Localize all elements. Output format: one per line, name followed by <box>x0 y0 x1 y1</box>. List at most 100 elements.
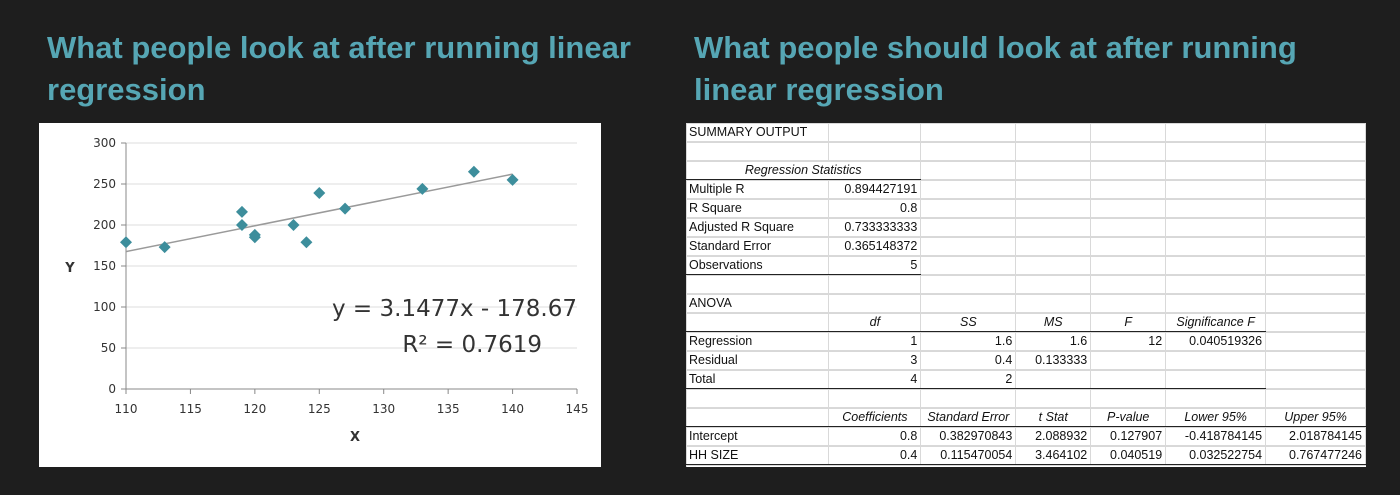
empty-cell <box>1165 179 1267 199</box>
chart-axes: 0 50 100 150 200 250 300 110 115 120 125 130 135 140 1… <box>93 136 588 416</box>
empty-cell <box>1165 198 1267 218</box>
empty-cell <box>1090 236 1167 256</box>
coef-header: Coefficients <box>828 407 922 427</box>
data-point <box>506 173 519 186</box>
anova-ms: 1.6 <box>1015 331 1092 351</box>
empty-cell <box>1015 388 1092 408</box>
x-tick-label: 135 <box>437 402 460 416</box>
stat-value: 0.365148372 <box>828 236 922 256</box>
data-points <box>120 165 519 254</box>
data-point <box>287 219 300 231</box>
coef-header: Standard Error <box>920 407 1017 427</box>
empty-cell <box>1265 141 1366 161</box>
empty-cell <box>920 274 1017 294</box>
data-point <box>235 219 248 231</box>
data-point <box>235 205 248 218</box>
coef-value: 0.040519 <box>1090 445 1167 465</box>
empty-cell <box>1265 331 1366 351</box>
coef-value: 0.127907 <box>1090 426 1167 446</box>
coef-header: Lower 95% <box>1165 407 1267 427</box>
empty-cell <box>1090 217 1167 237</box>
trendline <box>125 173 513 253</box>
blank-row <box>686 141 1366 161</box>
coef-value: 2.018784145 <box>1265 426 1366 446</box>
anova-row: Residual 3 0.4 0.133333 <box>686 350 1366 370</box>
empty-cell <box>1015 217 1092 237</box>
empty-cell <box>1090 293 1167 313</box>
empty-cell <box>1015 255 1092 275</box>
anova-ms <box>1015 369 1092 389</box>
stat-label: Multiple R <box>686 179 830 199</box>
x-tick-label: 110 <box>115 402 138 416</box>
empty-cell <box>1165 293 1267 313</box>
empty-cell <box>920 217 1017 237</box>
empty-cell <box>1265 123 1366 142</box>
summary-output-title: SUMMARY OUTPUT <box>686 123 830 142</box>
coef-label: Intercept <box>686 426 830 446</box>
coef-header: t Stat <box>1015 407 1092 427</box>
empty-cell <box>1165 236 1267 256</box>
empty-cell <box>1015 293 1092 313</box>
coef-header-row: Coefficients Standard Error t Stat P-value L… <box>686 407 1366 427</box>
empty-cell <box>1265 312 1366 332</box>
reg-stat-row: Observations 5 <box>686 255 1366 275</box>
reg-stat-row: Standard Error 0.365148372 <box>686 236 1366 256</box>
anova-label: Residual <box>686 350 830 370</box>
anova-ss: 1.6 <box>920 331 1017 351</box>
right-heading: What people should look at after running… <box>694 30 1297 107</box>
anova-df: 4 <box>828 369 922 389</box>
stat-value: 5 <box>828 255 922 275</box>
y-axis-title: Y <box>64 261 75 276</box>
data-point <box>248 231 261 244</box>
empty-cell <box>1015 179 1092 199</box>
stat-label: Standard Error <box>686 236 830 256</box>
anova-header: Significance F <box>1165 312 1267 332</box>
anova-header: F <box>1090 312 1167 332</box>
blank-row <box>686 388 1366 408</box>
data-point <box>313 187 326 200</box>
anova-label: Regression <box>686 331 830 351</box>
x-tick-label: 145 <box>566 402 589 416</box>
empty-cell <box>1090 179 1167 199</box>
empty-cell <box>1165 141 1267 161</box>
empty-cell <box>1265 369 1366 389</box>
stat-value: 0.894427191 <box>828 179 922 199</box>
anova-df: 1 <box>828 331 922 351</box>
anova-significance <box>1165 350 1267 370</box>
data-point <box>416 182 429 195</box>
x-tick-label: 130 <box>372 402 395 416</box>
anova-title: ANOVA <box>686 293 830 313</box>
trendline-equation: y = 3.1477x - 178.67 <box>332 296 577 322</box>
empty-cell <box>686 274 830 294</box>
empty-cell <box>1090 255 1167 275</box>
anova-significance <box>1165 369 1267 389</box>
y-tick-label: 200 <box>93 218 116 232</box>
scatter-chart: 0 50 100 150 200 250 300 110 115 120 125 130 135 140 1… <box>64 136 588 445</box>
data-point <box>158 241 171 254</box>
stat-label: Observations <box>686 255 830 275</box>
coef-header-blank <box>686 407 830 427</box>
anova-row: Regression 1 1.6 1.6 12 0.040519326 <box>686 331 1366 351</box>
reg-stat-row: Multiple R 0.894427191 <box>686 179 1366 199</box>
empty-cell <box>1265 198 1366 218</box>
y-tick-label: 100 <box>93 300 116 314</box>
empty-cell <box>1265 255 1366 275</box>
anova-header: df <box>828 312 922 332</box>
coef-value: 0.4 <box>828 445 922 465</box>
stat-label: R Square <box>686 198 830 218</box>
empty-cell <box>1165 274 1267 294</box>
anova-f <box>1090 369 1167 389</box>
empty-cell <box>920 255 1017 275</box>
coef-value: 0.032522754 <box>1165 445 1267 465</box>
summary-output-table: SUMMARY OUTPUT Regression Statistics Multi… <box>686 123 1366 465</box>
data-point <box>339 202 352 215</box>
empty-cell <box>1265 217 1366 237</box>
anova-header: SS <box>920 312 1017 332</box>
empty-cell <box>1090 141 1167 161</box>
r-squared-label: R² = 0.7619 <box>402 332 542 358</box>
empty-cell <box>828 293 922 313</box>
anova-f: 12 <box>1090 331 1167 351</box>
coef-value: 0.8 <box>828 426 922 446</box>
left-heading: What people look at after running linear… <box>47 30 631 107</box>
x-tick-label: 140 <box>501 402 524 416</box>
